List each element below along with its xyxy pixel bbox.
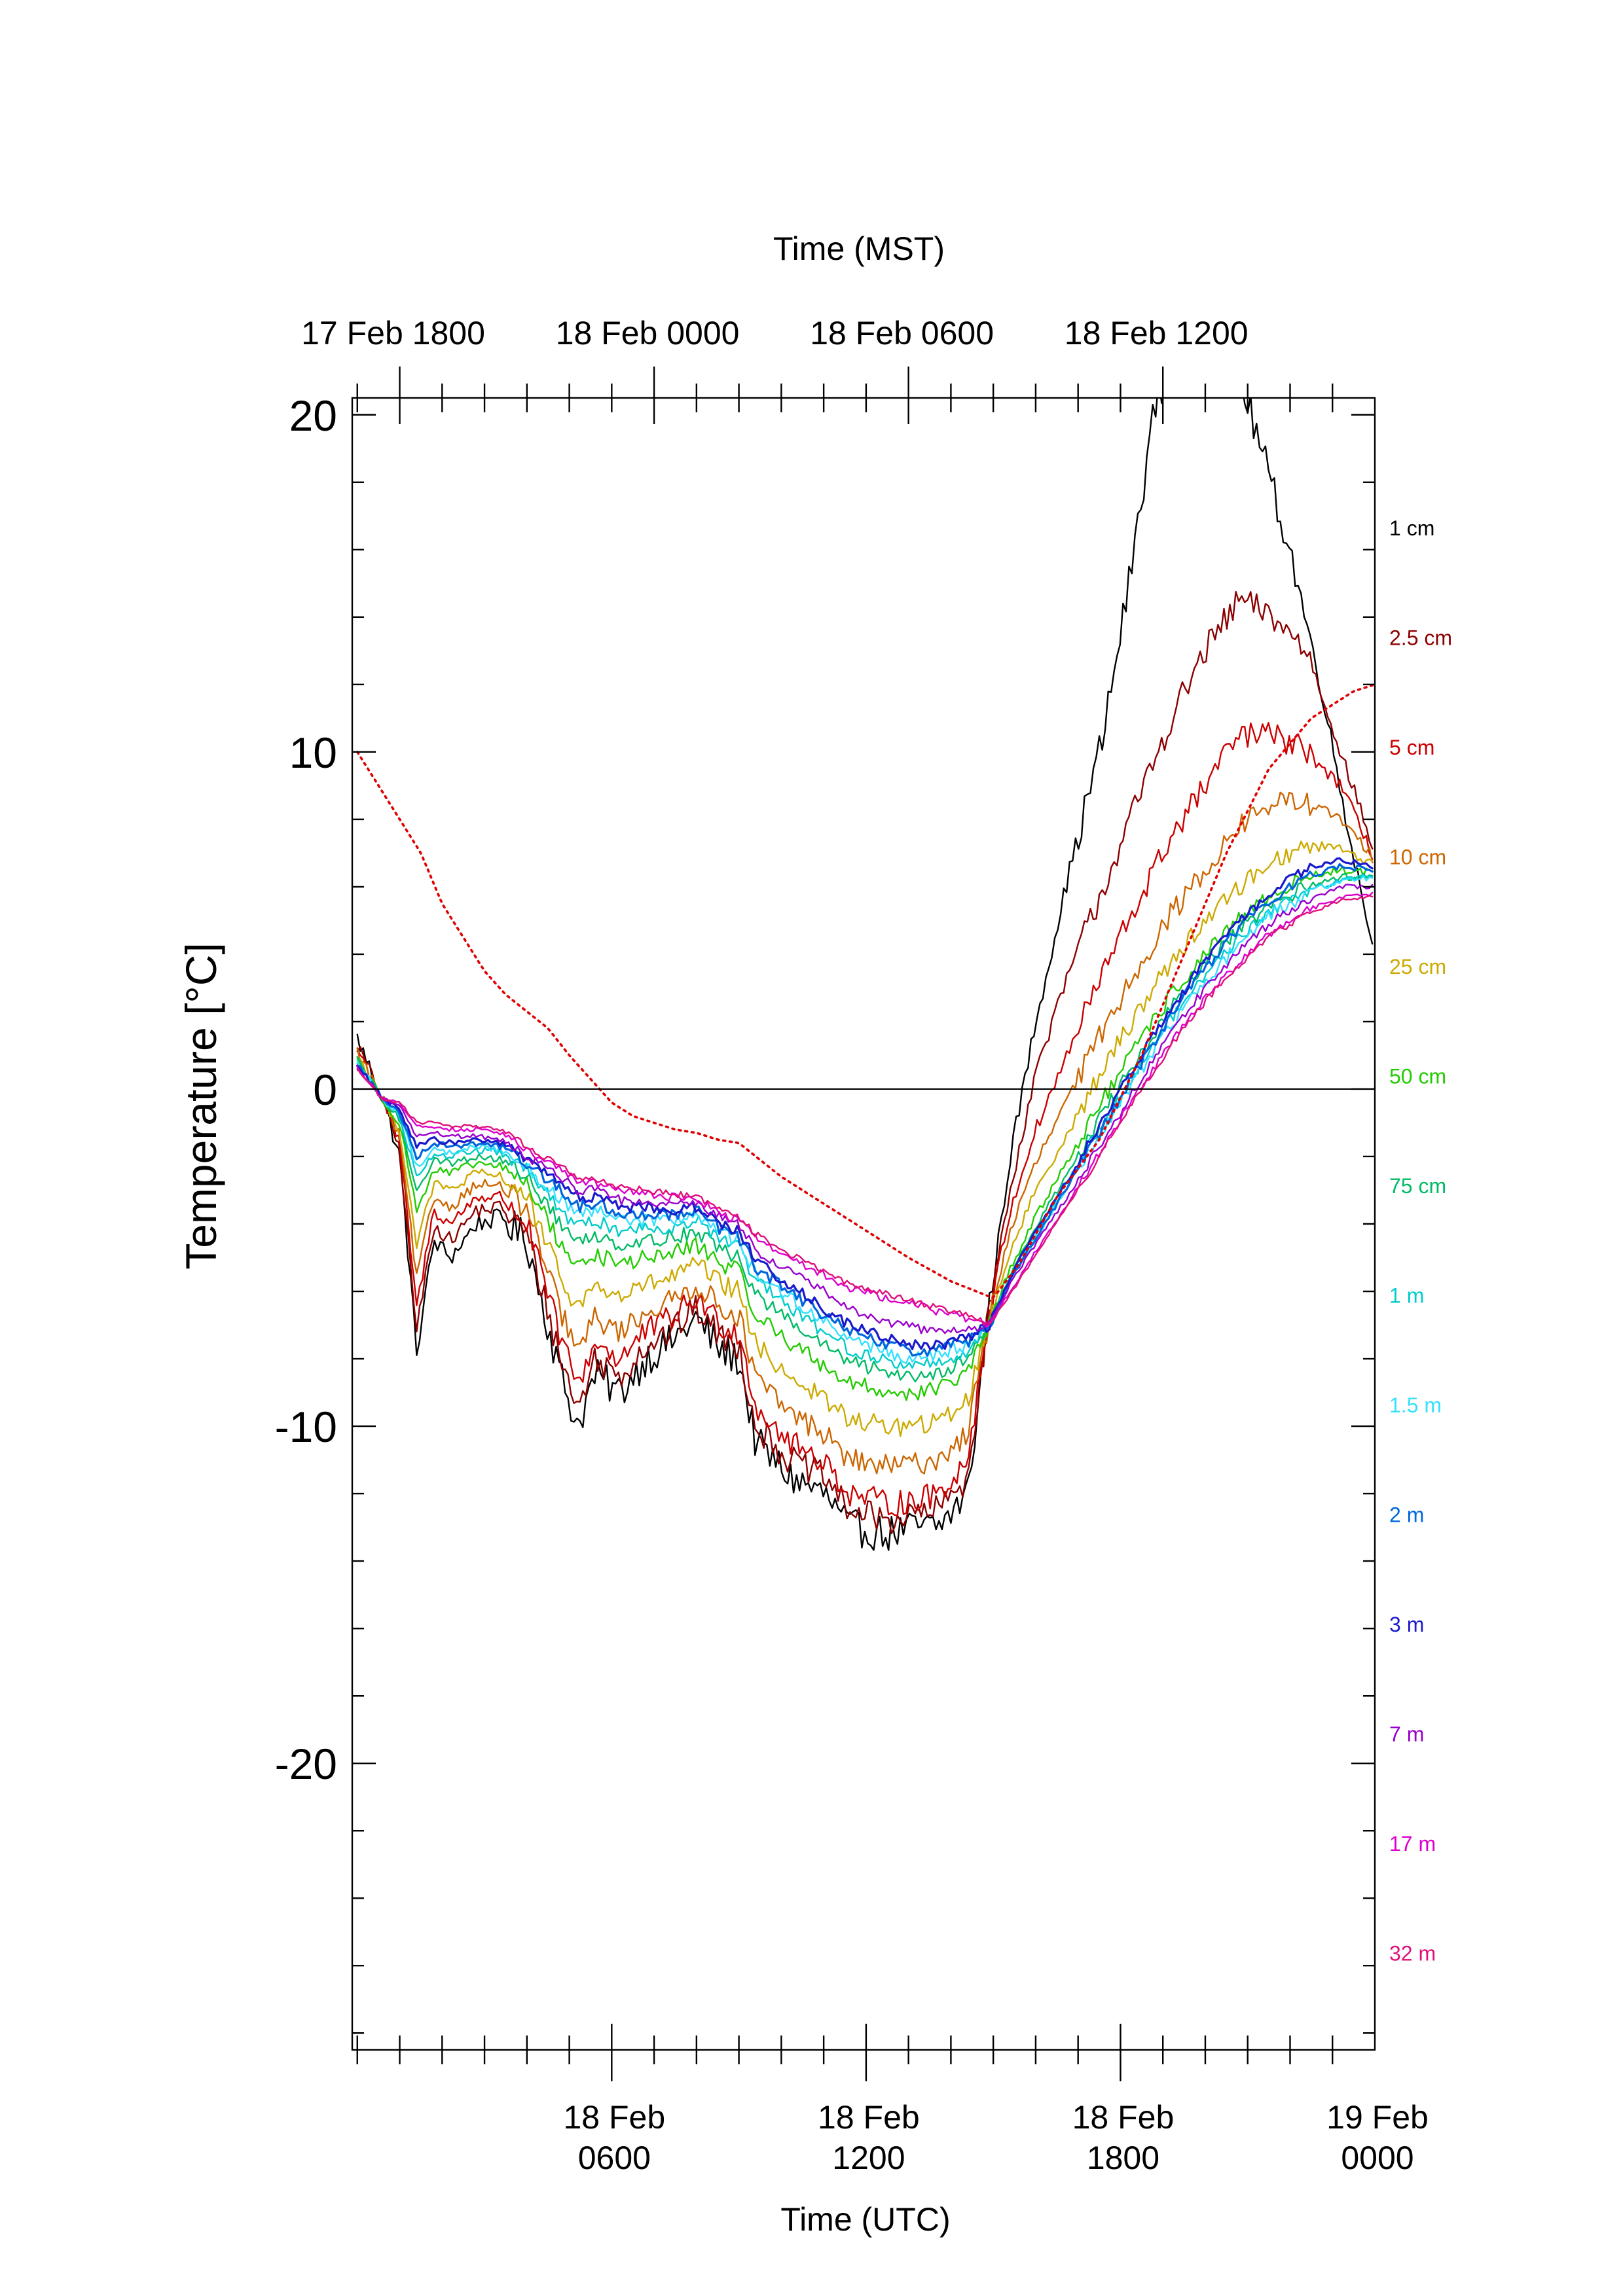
series-layer: [356, 398, 1374, 1551]
legend-label: 25 cm: [1389, 955, 1446, 978]
legend-label: 5 cm: [1389, 736, 1434, 759]
legend-label: 3 m: [1389, 1613, 1424, 1636]
legend-label: 1 cm: [1389, 516, 1434, 540]
series-line-dotted: [356, 684, 1374, 1299]
y-axis-title: Temperature [°C]: [177, 942, 225, 1270]
labels-layer: 20 10 0 -10 -20 18 Feb 0600 18 Feb 1200 18 Feb 180…: [275, 315, 1452, 2176]
legend-label: 32 m: [1389, 1942, 1436, 1965]
series-line-32-m: [356, 895, 1374, 1326]
series-line-10-cm: [356, 791, 1374, 1475]
y-tick-label: -10: [275, 1403, 337, 1451]
x-tick-label-bottom: 1800: [1087, 2140, 1159, 2176]
x-tick-label-top: 17 Feb 1800: [301, 315, 485, 351]
legend-label: 17 m: [1389, 1832, 1436, 1856]
series-line-75-cm: [356, 872, 1374, 1383]
series-line-2-m: [356, 863, 1374, 1357]
y-tick-label: -20: [275, 1740, 337, 1788]
legend-label: 1.5 m: [1389, 1393, 1442, 1417]
legend-label: 75 cm: [1389, 1174, 1446, 1198]
series-line-5-cm: [356, 721, 1374, 1516]
bottom-axis-title: Time (UTC): [780, 2201, 950, 2238]
legend-label: 50 cm: [1389, 1065, 1446, 1088]
x-tick-label-bottom: 19 Feb: [1326, 2099, 1429, 2136]
legend-label: 2 m: [1389, 1503, 1424, 1527]
x-tick-label-bottom: 18 Feb: [563, 2099, 665, 2136]
series-line-1-5-m: [356, 874, 1374, 1364]
legend-label: 7 m: [1389, 1723, 1424, 1746]
y-tick-label: 20: [289, 391, 337, 440]
legend-label: 10 cm: [1389, 846, 1446, 869]
ticks-layer: [352, 367, 1375, 2081]
y-tick-label: 10: [289, 728, 337, 777]
legend-label: 2.5 cm: [1389, 626, 1452, 650]
series-line-25-cm: [356, 840, 1374, 1437]
x-tick-label-top: 18 Feb 0600: [810, 315, 994, 351]
series-line-1-cm: [356, 398, 1374, 1551]
x-tick-label-bottom: 1200: [832, 2140, 905, 2176]
y-tick-label: 0: [313, 1066, 337, 1114]
x-tick-label-bottom: 0600: [578, 2140, 651, 2176]
series-line-1-m: [356, 874, 1374, 1369]
x-tick-label-top: 18 Feb 1200: [1065, 315, 1249, 351]
x-tick-label-top: 18 Feb 0000: [556, 315, 740, 351]
x-tick-label-bottom: 0000: [1341, 2140, 1413, 2176]
legend-label: 1 m: [1389, 1284, 1424, 1308]
series-line-3-m: [356, 857, 1374, 1350]
series-line-7-m: [356, 884, 1374, 1335]
x-tick-label-bottom: 18 Feb: [1072, 2099, 1175, 2136]
x-tick-label-bottom: 18 Feb: [818, 2099, 920, 2136]
top-axis-title: Time (MST): [773, 230, 945, 267]
